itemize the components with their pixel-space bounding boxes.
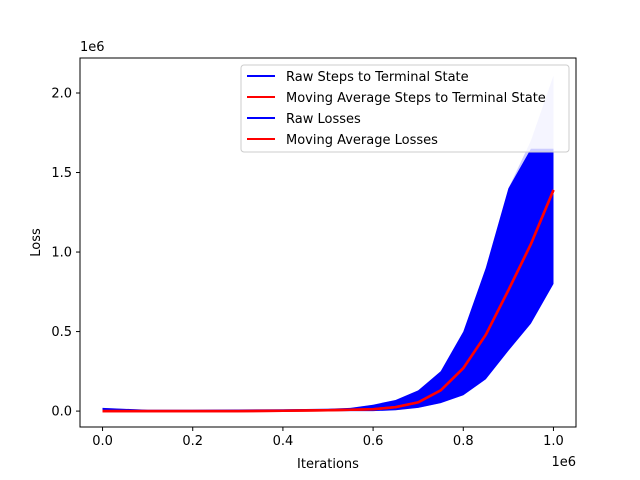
y-tick-label: 2.0	[51, 86, 72, 101]
series-band-2	[102, 148, 554, 412]
legend-entry-label: Moving Average Losses	[286, 133, 438, 148]
x-axis-label: Iterations	[297, 457, 359, 472]
legend-entry-label: Raw Losses	[286, 112, 361, 127]
plot-frame	[79, 57, 577, 428]
y-tick-label: 0.5	[51, 325, 72, 340]
x-tick-label: 0.4	[273, 434, 294, 449]
series-line-3	[102, 189, 555, 413]
x-axis-ticks: 0.0 0.2 0.4 0.6 0.8 1.0	[92, 427, 564, 449]
legend-entry-label: Moving Average Steps to Terminal State	[286, 91, 546, 106]
legend: Raw Steps to Terminal State Moving Averag…	[240, 64, 570, 153]
y-axis-ticks: 0.0 0.5 1.0 1.5 2.0	[51, 86, 80, 420]
x-tick-label: 0.2	[182, 434, 203, 449]
legend-box	[240, 64, 570, 153]
y-tick-label: 1.5	[51, 166, 72, 181]
x-tick-label: 0.0	[92, 434, 113, 449]
y-tick-label: 1.0	[51, 246, 72, 261]
x-tick-label: 1.0	[543, 434, 564, 449]
x-tick-label: 0.6	[363, 434, 384, 449]
x-tick-label: 0.8	[453, 434, 474, 449]
legend-entry-label: Raw Steps to Terminal State	[286, 70, 469, 85]
y-axis-offset-label: 1e6	[80, 40, 105, 55]
y-tick-label: 0.0	[51, 405, 72, 420]
moving-average-lines	[102, 189, 555, 413]
x-axis-offset-label: 1e6	[551, 455, 576, 470]
y-axis-label: Loss	[29, 228, 44, 257]
